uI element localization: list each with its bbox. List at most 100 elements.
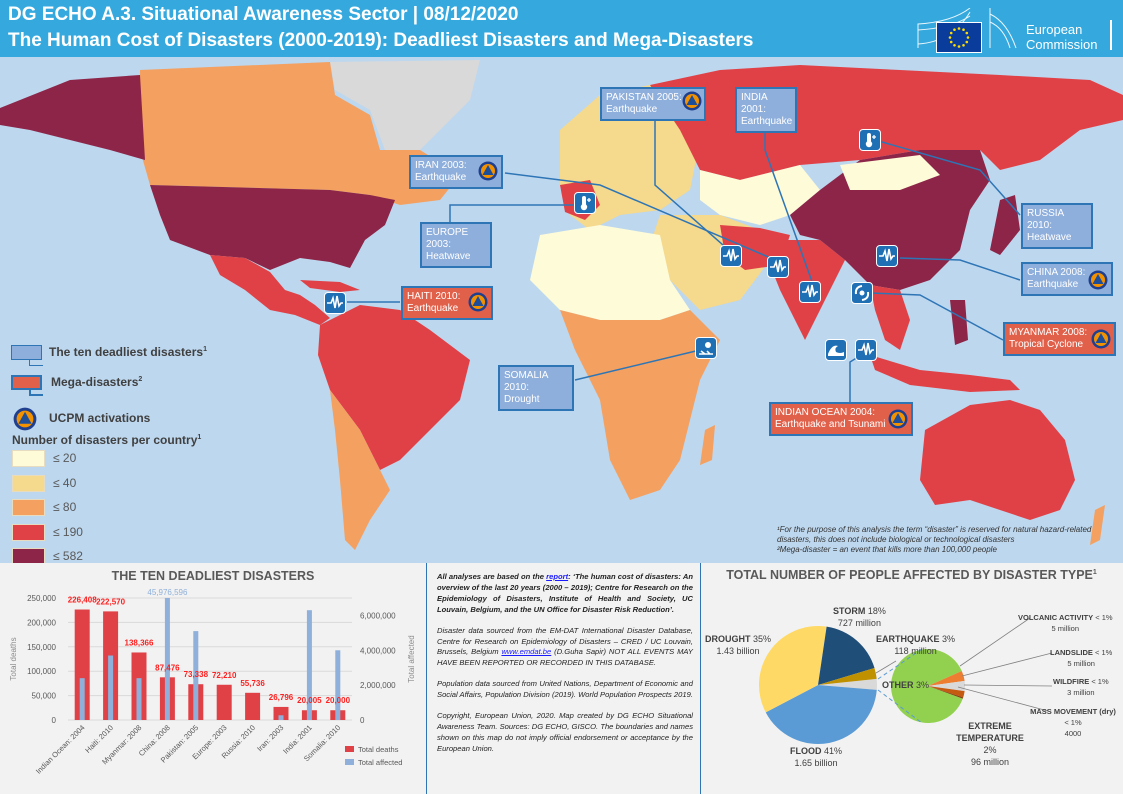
region-mongolia <box>840 155 940 190</box>
callout-title: PAKISTAN 2005: <box>606 92 682 103</box>
callout-somalia-2010[interactable]: SOMALIA 2010: Drought <box>498 365 574 411</box>
report-link[interactable]: report <box>546 572 569 581</box>
region-caribbean <box>300 280 360 292</box>
callout-type: Earthquake <box>407 303 459 314</box>
callout-china-2008[interactable]: CHINA 2008: Earthquake <box>1021 262 1113 296</box>
pie-label-extreme-temperature: EXTREME TEMPERATURE 2% 96 million <box>950 720 1030 768</box>
eu-star <box>948 36 952 39</box>
legend-deadliest-leader <box>29 360 43 366</box>
callout-haiti-2010[interactable]: HAITI 2010: Earthquake <box>401 286 493 320</box>
eu-star <box>949 31 953 35</box>
pie-slice-flood <box>765 685 877 744</box>
notes-report: All analyses are based on the report: ‘T… <box>437 572 693 616</box>
label-pct: 18% <box>867 606 886 616</box>
legend-deadliest-label: The ten deadliest disasters1 <box>49 345 207 359</box>
callout-europe-2003[interactable]: EUROPE 2003: Heatwave <box>420 222 492 268</box>
region-indonesia <box>870 355 1020 392</box>
earthquake-icon[interactable] <box>799 281 821 303</box>
earthquake-icon[interactable] <box>324 292 346 314</box>
callout-title: RUSSIA 2010: <box>1027 208 1064 231</box>
callout-myanmar-2008[interactable]: MYANMAR 2008: Tropical Cyclone <box>1003 322 1116 356</box>
region-japan <box>990 195 1020 255</box>
legend-class-swatch <box>12 523 45 541</box>
deaths-data-label: 73,338 <box>184 670 209 679</box>
bar-total-affected <box>306 610 312 720</box>
region-usa <box>150 185 395 270</box>
callout-title: SOMALIA 2010: <box>504 370 548 393</box>
legend-deadliest-sup: 1 <box>203 346 207 353</box>
label-value: 1.43 billion <box>716 646 760 656</box>
drought-icon[interactable] <box>695 337 717 359</box>
deaths-data-label: 226,408 <box>68 596 97 605</box>
callout-iran-2003[interactable]: IRAN 2003: Earthquake <box>409 155 503 189</box>
map-base <box>0 60 1123 550</box>
eu-star <box>966 36 970 39</box>
label-leader-line <box>959 617 1031 667</box>
thermometer-icon[interactable] <box>574 192 596 214</box>
region-alaska <box>0 75 145 160</box>
y2-tick-label: 2,000,000 <box>360 681 396 690</box>
header: DG ECHO A.3. Situational Awareness Secto… <box>0 0 1123 57</box>
logo-divider <box>1110 20 1112 50</box>
label-pct: < 1% <box>1095 648 1113 657</box>
y2-tick-label: 4,000,000 <box>360 646 396 655</box>
y-tick-label: 50,000 <box>32 692 57 701</box>
pie-slice-wildfire <box>928 686 965 698</box>
pie-title-text: TOTAL NUMBER OF PEOPLE AFFECTED BY DISAS… <box>726 568 1093 582</box>
callout-title: INDIAN OCEAN 2004: <box>775 407 876 418</box>
region-southeast-asia <box>870 285 910 350</box>
legend-class-swatch <box>12 450 45 467</box>
legend-mega-swatch <box>11 375 42 390</box>
callout-type: Earthquake <box>741 116 793 127</box>
pie-slice-extreme-temperature <box>891 649 963 723</box>
notes-p2-post: (D.Guha Sapir) NOT ALL EVENTS MAY HAVE B… <box>437 647 693 668</box>
y-tick-label: 0 <box>52 716 57 725</box>
ucpm-icon <box>682 91 702 111</box>
deaths-data-label: 138,366 <box>125 638 154 647</box>
label-name: VOLCANIC ACTIVITY <box>1018 613 1094 622</box>
label-value: 1.65 billion <box>794 758 838 768</box>
legend-class-label: ≤ 190 <box>53 524 83 539</box>
thermometer-icon[interactable] <box>859 129 881 151</box>
region-canada <box>140 62 460 205</box>
deaths-data-label: 72,210 <box>212 671 237 680</box>
callout-pakistan-2005[interactable]: PAKISTAN 2005: Earthquake <box>600 87 706 121</box>
legend-ucpm: UCPM activations <box>13 407 150 434</box>
legend-ucpm-label: UCPM activations <box>49 411 151 425</box>
label-pct: < 1% <box>1095 613 1113 622</box>
earthquake-icon[interactable] <box>876 245 898 267</box>
footnote-2: ²Mega-disaster = an event that kills mor… <box>777 545 997 554</box>
bar-total-affected <box>79 678 85 720</box>
callout-india-2001[interactable]: INDIA 2001: Earthquake <box>735 87 797 133</box>
eu-star <box>957 45 961 48</box>
callout-title: MYANMAR 2008: <box>1009 327 1088 338</box>
legend-class-label: ≤ 80 <box>53 500 77 514</box>
emdat-link[interactable]: www.emdat.be <box>501 647 552 657</box>
label-name: OTHER <box>882 680 914 690</box>
callout-russia-2010[interactable]: RUSSIA 2010: Heatwave <box>1021 203 1093 249</box>
deaths-data-label: 55,736 <box>240 679 265 688</box>
region-madagascar <box>700 425 715 465</box>
y-tick-label: 100,000 <box>27 667 56 676</box>
pie-label-flood: FLOOD 41% 1.65 billion <box>790 745 842 769</box>
x-tick-label: Indian Ocean: 2004 <box>34 723 87 776</box>
earthquake-icon[interactable] <box>720 245 742 267</box>
callout-type: Heatwave <box>1027 232 1072 243</box>
pie-label-drought: DROUGHT 35% 1.43 billion <box>705 633 771 657</box>
label-value: 727 million <box>837 618 881 628</box>
tsunami-icon[interactable] <box>825 339 847 361</box>
legend-scale-title: Number of disasters per country1 <box>12 433 201 447</box>
label-name: WILDFIRE <box>1053 677 1090 686</box>
eu-star <box>949 40 953 44</box>
pie-label-earthquake: EARTHQUAKE 3% 118 million <box>876 633 955 657</box>
eu-star <box>953 28 956 32</box>
logo-text-line1: European <box>1026 22 1083 37</box>
bottom-panel: THE TEN DEADLIEST DISASTERS 0 50,000 100,0… <box>0 563 1123 794</box>
ucpm-icon <box>478 161 498 181</box>
callout-indian-ocean-2004[interactable]: INDIAN OCEAN 2004: Earthquake and Tsunam… <box>769 402 913 436</box>
earthquake-icon[interactable] <box>855 339 877 361</box>
legend-mega-text: Mega-disasters <box>51 375 139 389</box>
cyclone-icon[interactable] <box>851 282 873 304</box>
ucpm-icon <box>1088 270 1108 290</box>
earthquake-icon[interactable] <box>767 256 789 278</box>
